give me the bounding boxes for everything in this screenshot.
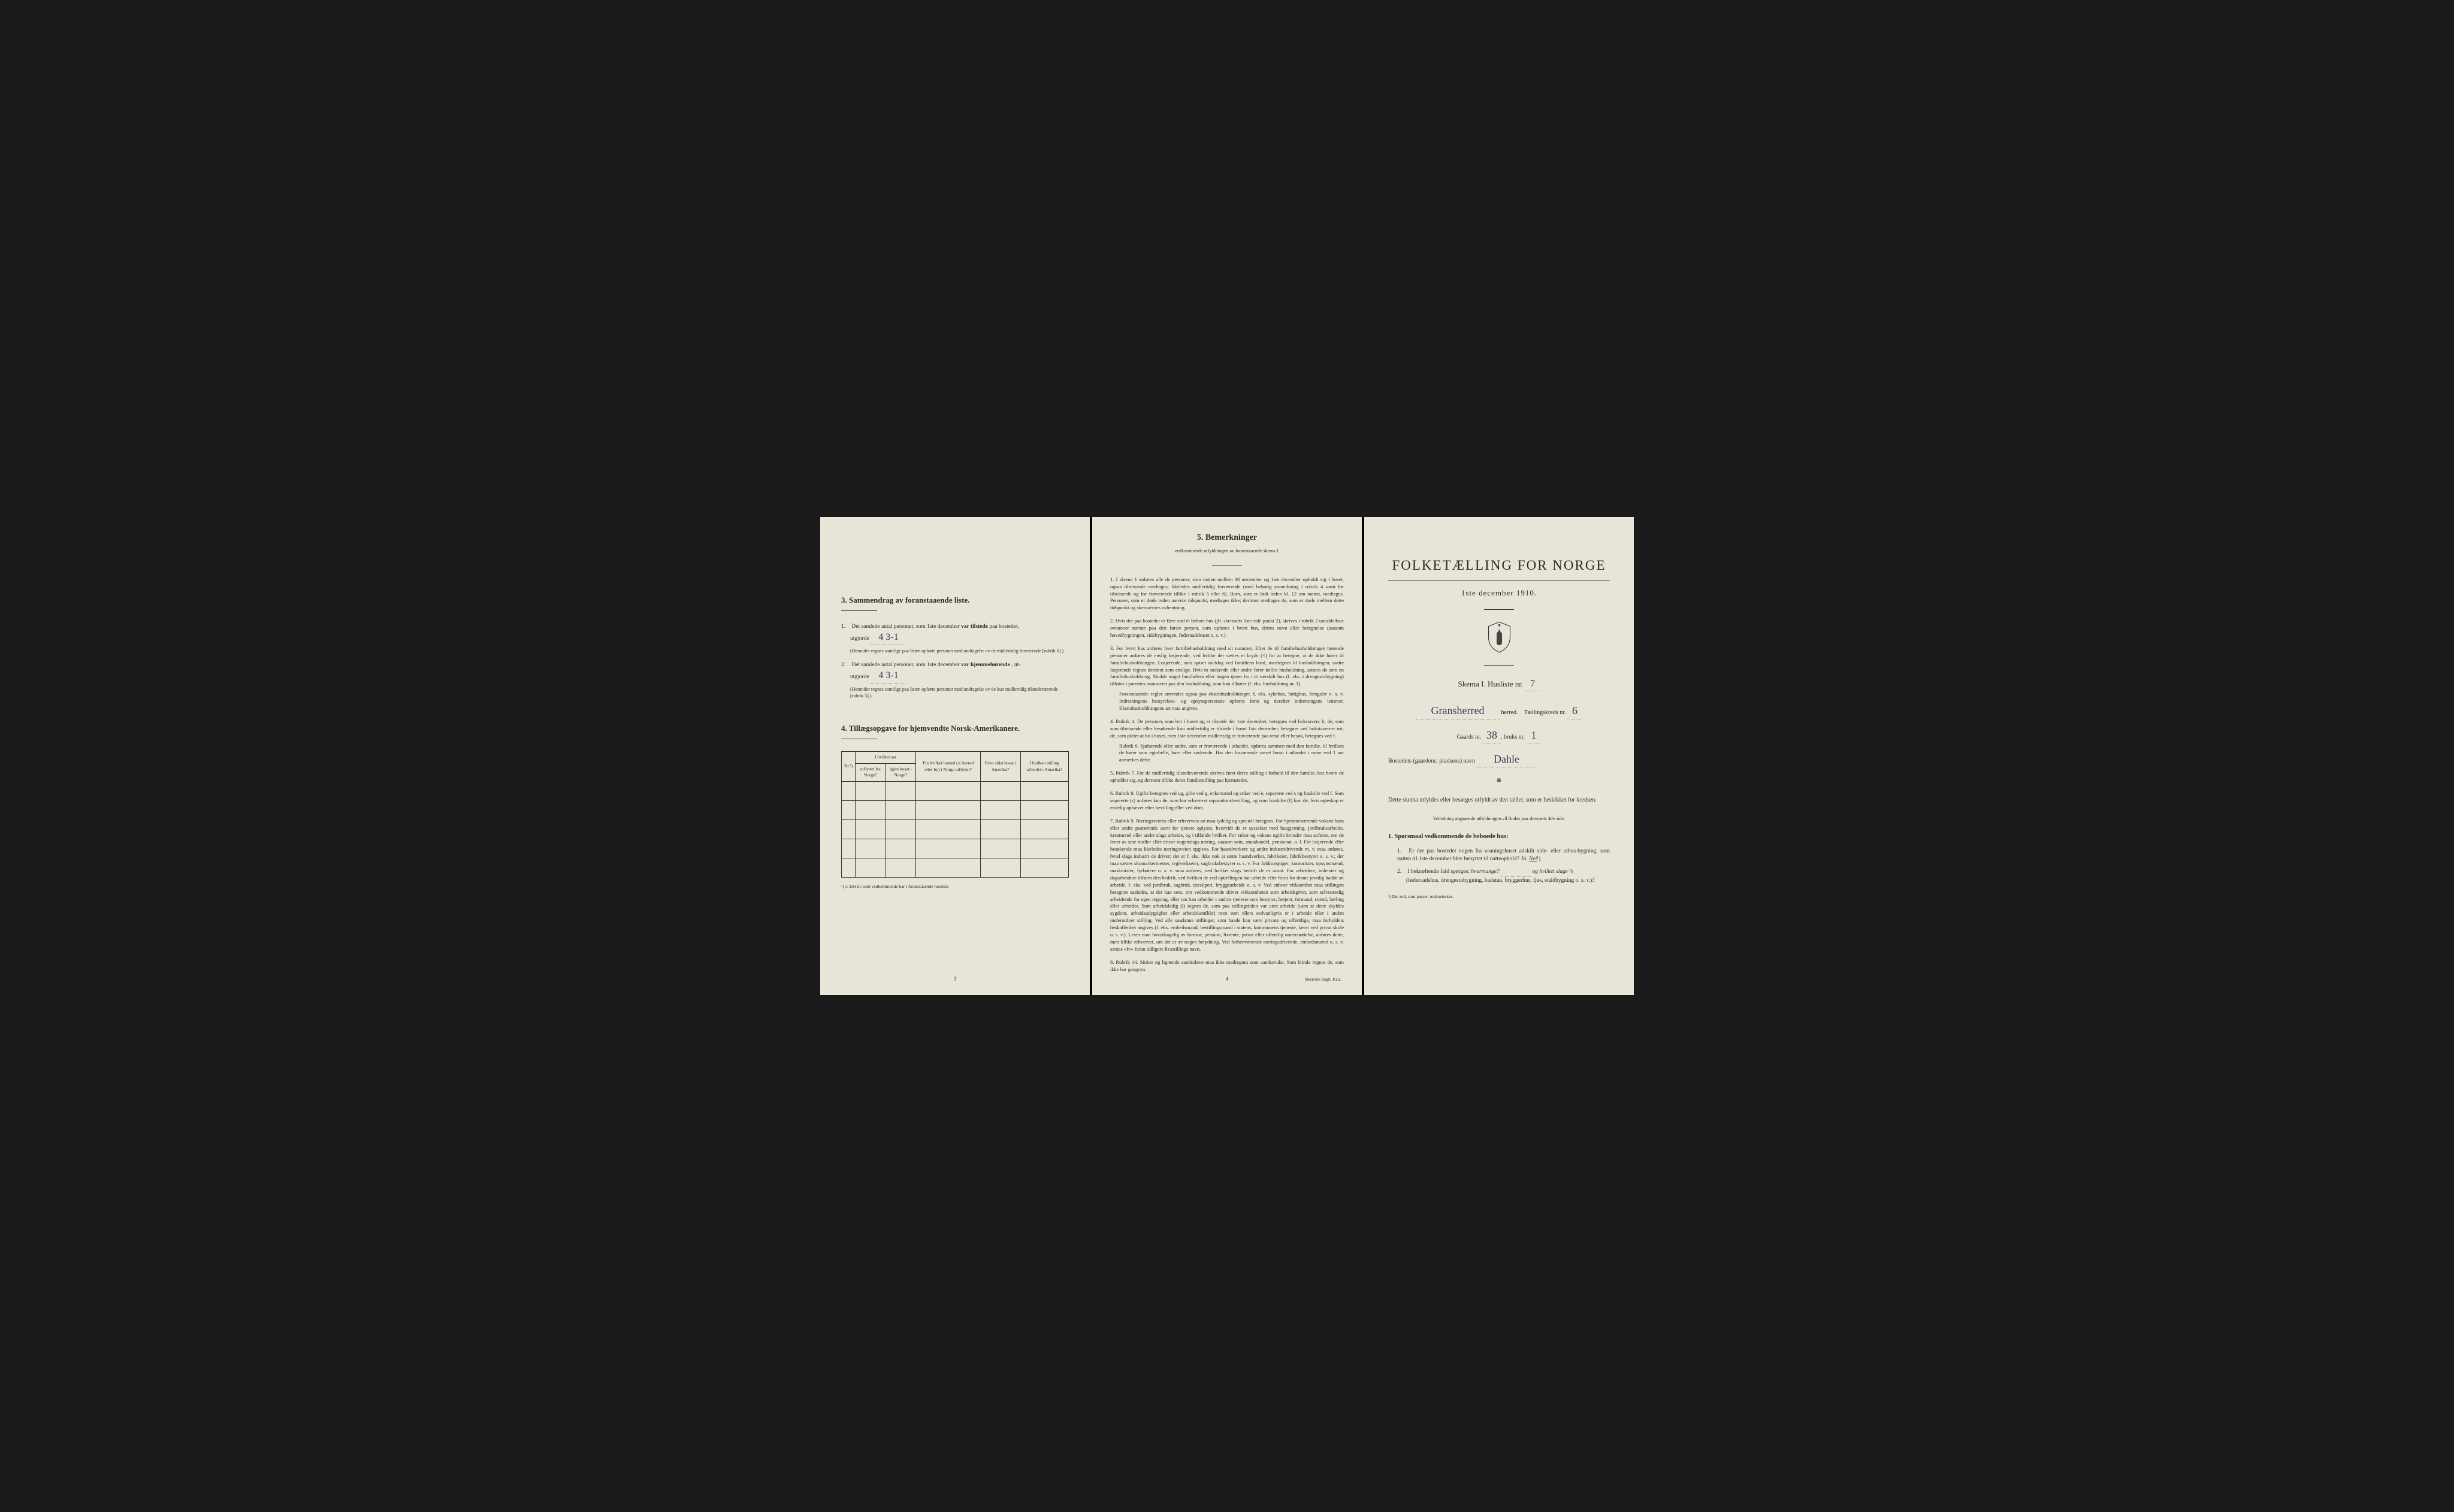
table-row xyxy=(842,839,1069,858)
census-document: 3. Sammendrag av foranstaaende liste. 1.… xyxy=(820,517,1634,995)
gaards-field: Gaards nr. 38, bruks nr. 1 xyxy=(1388,728,1610,743)
rules-list: 1. I skema 1 anføres alle de personer, s… xyxy=(1110,576,1344,973)
rule-item: 7. Rubrik 9. Næringsveiens eller erhverv… xyxy=(1110,818,1344,953)
col-from: Fra hvilket bosted (ɔ: herred eller by) … xyxy=(916,752,981,782)
rule-item: 2. Hvis der paa bostedet er flere end ét… xyxy=(1110,618,1344,639)
table-row xyxy=(842,819,1069,839)
q-number: 1. xyxy=(1397,848,1406,855)
printer-credit: Steen'ske Bogtr. Kr.a. xyxy=(1304,977,1341,983)
page-4: 5. Bemerkninger vedkommende utfyldningen… xyxy=(1092,517,1362,995)
americans-table: Nr.¹) I hvilket aar Fra hvilket bosted (… xyxy=(841,751,1069,878)
section-5-title: 5. Bemerkninger xyxy=(1110,532,1344,544)
skema-line: Skema I. Husliste nr. 7 xyxy=(1388,678,1610,691)
question-1: 1. Er der paa bostedet nogen fra vaaning… xyxy=(1397,848,1610,864)
bruks-value: 1 xyxy=(1527,728,1542,743)
tkreds-value: 6 xyxy=(1567,703,1582,719)
col-nr: Nr.¹) xyxy=(842,752,856,782)
col-emigrated: utflyttet fra Norge? xyxy=(856,763,886,781)
divider xyxy=(841,610,877,611)
census-date: 1ste december 1910. xyxy=(1388,588,1610,598)
divider xyxy=(1212,565,1242,566)
col-year: I hvilket aar xyxy=(856,752,916,764)
col-where: Hvor sidst bosat i Amerika? xyxy=(980,752,1020,782)
summary-item-1: 1. Det samlede antal personer, som 1ste … xyxy=(841,623,1069,654)
table-footnote: ¹) ɔ: Det nr. som vedkommende har i fora… xyxy=(841,884,1069,890)
gaards-value: 38 xyxy=(1483,728,1501,743)
answer-nei: Nei xyxy=(1529,856,1537,862)
section-3-title: 3. Sammendrag av foranstaaende liste. xyxy=(841,595,1069,606)
herred-value: Gransherred xyxy=(1416,703,1500,719)
rule-item: 1. I skema 1 anføres alle de personer, s… xyxy=(1110,576,1344,612)
question-heading: 1. Spørsmaal vedkommende de beboede hus: xyxy=(1388,833,1610,842)
divider xyxy=(1484,665,1514,666)
answer-ja: Ja. xyxy=(1521,856,1527,862)
rule-item: 8. Rubrik 14. Sinker og lignende aandssl… xyxy=(1110,959,1344,973)
summary-item-2: 2. Det samlede antal personer, som 1ste … xyxy=(841,661,1069,699)
q-number: 2. xyxy=(1397,868,1406,876)
table-row xyxy=(842,800,1069,819)
ornament-icon: ❋ xyxy=(1388,777,1610,785)
present-count-value: 4 3-1 xyxy=(871,631,906,645)
item-number: 1. xyxy=(841,623,850,631)
resident-count-value: 4 3-1 xyxy=(871,669,906,683)
herred-field: Gransherred herred. Tællingskreds nr. 6 xyxy=(1388,703,1610,719)
col-returned: igjen bosat i Norge? xyxy=(886,763,916,781)
footnote: ¹) Det ord, som passer, understrekes. xyxy=(1388,894,1610,900)
question-2: 2. I bekræftende fald spørges: hvormange… xyxy=(1397,868,1610,885)
divider xyxy=(1484,609,1514,610)
bosted-field: Bostedets (gaardens, pladsens) navn Dahl… xyxy=(1388,752,1610,767)
rule-item: 4. Rubrik 4. De personer, som bor i huse… xyxy=(1110,718,1344,764)
section-4-title: 4. Tillægsopgave for hjemvendte Norsk-Am… xyxy=(841,723,1069,734)
rule-item: 3. For hvert hus anføres hver familiehus… xyxy=(1110,645,1344,712)
husliste-number: 7 xyxy=(1525,678,1540,691)
rule-item: 5. Rubrik 7. For de midlertidig tilstede… xyxy=(1110,770,1344,784)
instructions-sub: Veiledning angaaende utfyldningen vil fi… xyxy=(1388,815,1610,822)
page-5-title: FOLKETÆLLING FOR NORGE 1ste december 191… xyxy=(1364,517,1634,995)
item-number: 2. xyxy=(841,661,850,669)
page-number: 3 xyxy=(954,975,957,983)
main-title: FOLKETÆLLING FOR NORGE xyxy=(1388,556,1610,575)
table-row xyxy=(842,781,1069,800)
instructions: Dette skema utfyldes eller besørges utfy… xyxy=(1388,796,1610,805)
col-position: I hvilken stilling arbeidet i Amerika? xyxy=(1020,752,1069,782)
coat-of-arms-icon xyxy=(1388,621,1610,656)
note: (Herunder regnes samtlige paa listen opf… xyxy=(850,648,1069,654)
table-row xyxy=(842,858,1069,877)
note: (Herunder regnes samtlige paa listen opf… xyxy=(850,686,1069,699)
page-3: 3. Sammendrag av foranstaaende liste. 1.… xyxy=(820,517,1090,995)
bosted-value: Dahle xyxy=(1476,752,1536,767)
rule-item: 6. Rubrik 8. Ugifte betegnes ved ug, gif… xyxy=(1110,790,1344,812)
subtitle: vedkommende utfyldningen av foranstaaend… xyxy=(1110,548,1344,554)
page-number: 4 xyxy=(1226,975,1229,983)
